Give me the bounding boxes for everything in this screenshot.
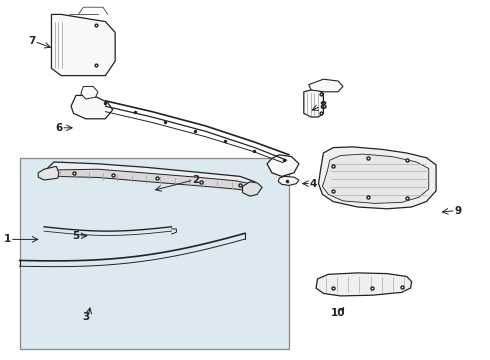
Text: 1: 1	[4, 234, 11, 244]
Bar	[20, 158, 289, 349]
Text: 9: 9	[455, 206, 462, 216]
Text: 5: 5	[73, 231, 79, 241]
Polygon shape	[278, 176, 299, 185]
Polygon shape	[44, 162, 255, 189]
Text: 6: 6	[55, 123, 62, 133]
Polygon shape	[267, 155, 299, 176]
Text: 4: 4	[310, 179, 318, 189]
Polygon shape	[318, 147, 436, 209]
Text: 10: 10	[331, 308, 345, 318]
Polygon shape	[304, 90, 323, 117]
Polygon shape	[243, 182, 262, 196]
Polygon shape	[71, 95, 113, 119]
Text: 3: 3	[82, 312, 89, 322]
Text: 2: 2	[193, 175, 199, 185]
Polygon shape	[56, 169, 250, 191]
Polygon shape	[51, 14, 115, 76]
Polygon shape	[316, 273, 412, 296]
Polygon shape	[38, 166, 59, 180]
Polygon shape	[81, 86, 98, 99]
Text: 7: 7	[28, 36, 36, 46]
Text: 8: 8	[320, 101, 327, 111]
Polygon shape	[309, 79, 343, 92]
Polygon shape	[322, 154, 429, 203]
